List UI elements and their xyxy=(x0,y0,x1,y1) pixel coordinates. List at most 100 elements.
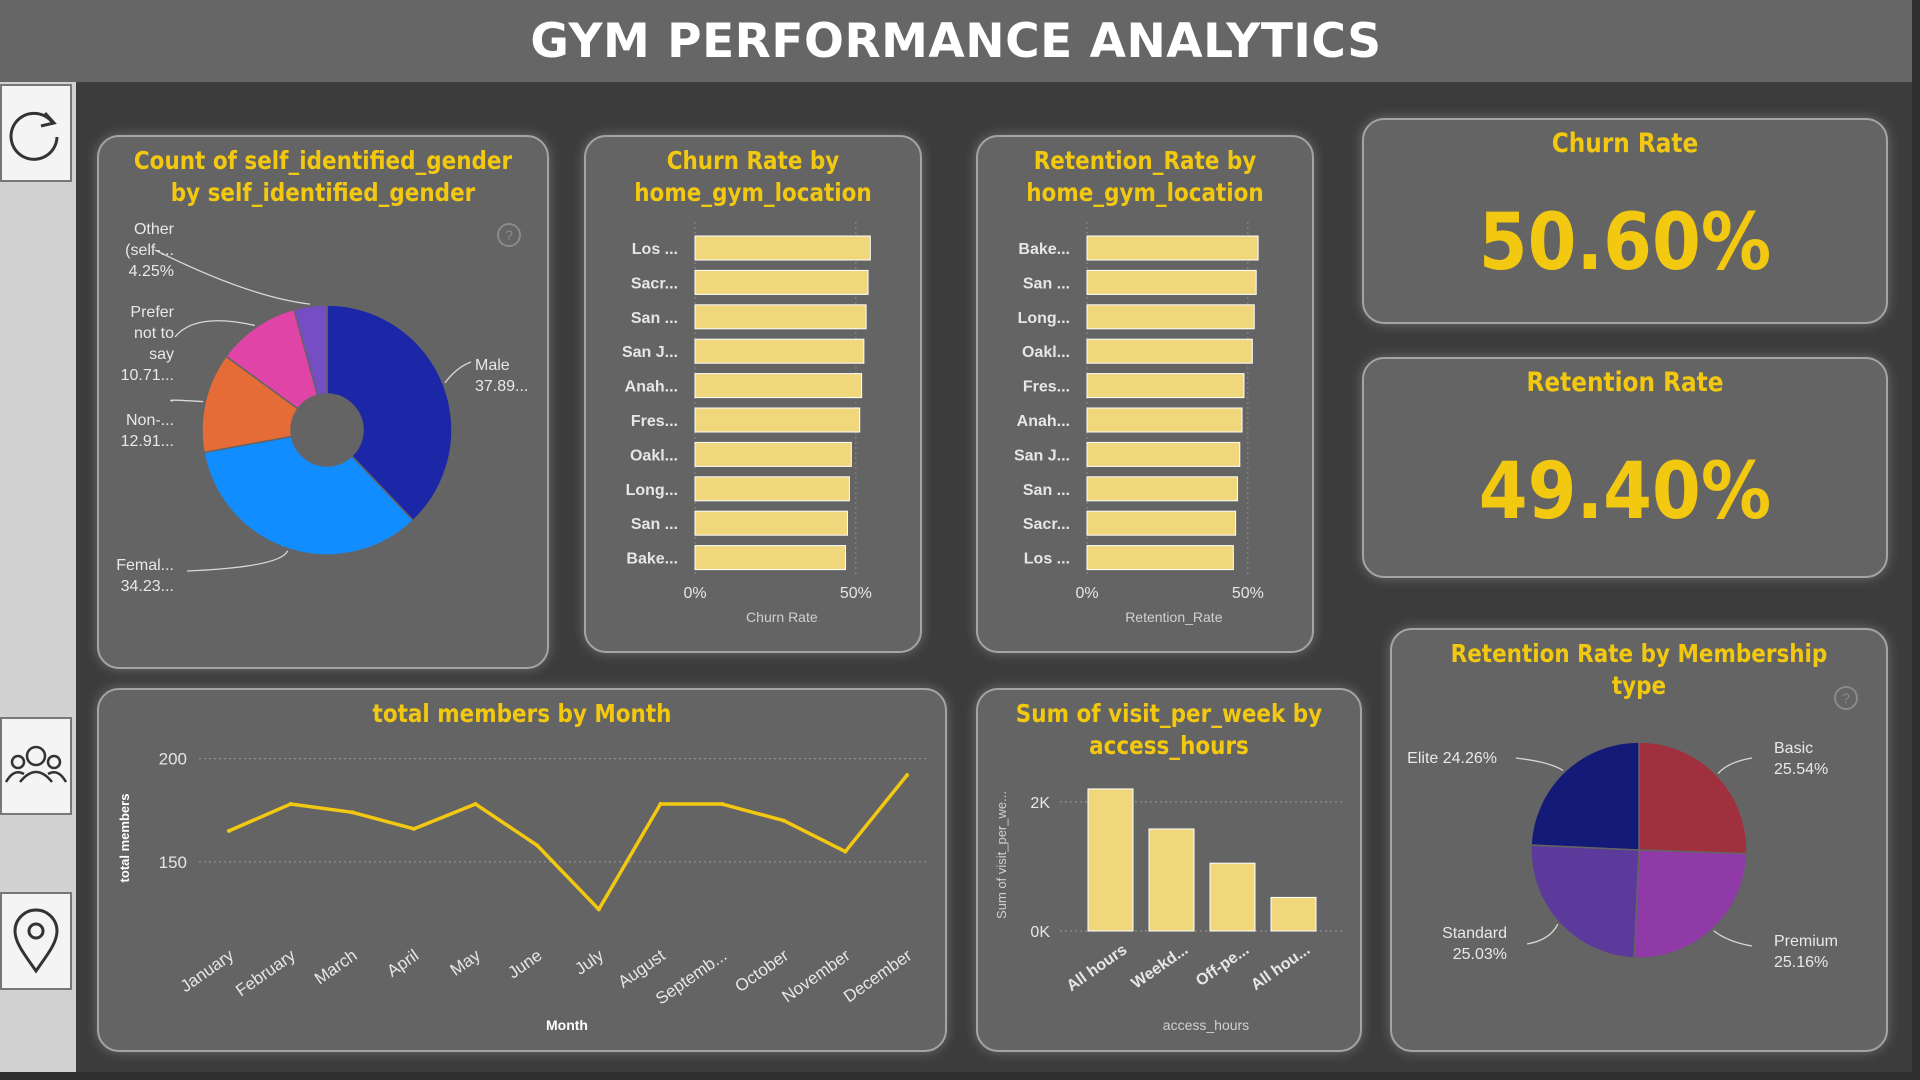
pie-slice[interactable] xyxy=(225,308,319,410)
slice-label: (self-... xyxy=(125,242,174,259)
location-button[interactable] xyxy=(0,892,72,990)
membership-pie-chart: Basic 25.54% Premium 25.16% Standard 25.03% El… xyxy=(1407,740,1838,971)
axis-title: Churn Rate xyxy=(746,609,818,625)
churn-rate-kpi-card[interactable]: Churn Rate 50.60% xyxy=(1362,118,1888,324)
people-button[interactable] xyxy=(0,717,72,815)
help-icon[interactable]: ? xyxy=(497,223,521,247)
churn-rate-kpi-value: 50.60% xyxy=(1478,198,1772,288)
bar[interactable] xyxy=(694,510,848,536)
pie-slice[interactable] xyxy=(1530,844,1640,959)
x-tick-label: All hou... xyxy=(1248,941,1313,994)
bar[interactable] xyxy=(1086,338,1253,364)
retention-location-card[interactable]: Retention_Rate by home_gym_location Bake… xyxy=(976,135,1314,653)
churn-location-card[interactable]: Churn Rate by home_gym_location Los ... S… xyxy=(584,135,922,653)
bar[interactable] xyxy=(1086,476,1239,502)
bar[interactable] xyxy=(694,441,852,467)
visits-by-access-card[interactable]: Sum of visit_per_week by access_hours 0K… xyxy=(976,688,1362,1052)
bar[interactable] xyxy=(1086,510,1237,536)
churn-title-line-2: home_gym_location xyxy=(634,178,872,207)
refresh-button[interactable] xyxy=(0,84,72,182)
slice-label: 25.54% xyxy=(1774,761,1828,778)
line-point[interactable] xyxy=(781,818,786,823)
visits-title-line-1: Sum of visit_per_week by xyxy=(1015,699,1323,728)
bar[interactable] xyxy=(1086,373,1245,399)
line-point[interactable] xyxy=(227,828,231,833)
category-label: Long... xyxy=(626,482,678,499)
help-icon[interactable]: ? xyxy=(1834,686,1858,710)
retention-location-title: Retention_Rate by home_gym_location xyxy=(1001,145,1288,209)
y-axis-title: Sum of visit_per_we... xyxy=(994,791,1009,919)
bar[interactable] xyxy=(1086,407,1243,433)
slice-label: 10.71... xyxy=(121,367,174,384)
bar[interactable] xyxy=(1086,545,1234,571)
category-label: San ... xyxy=(1023,482,1070,499)
membership-card[interactable]: Retention Rate by Membership type ? Basi… xyxy=(1390,628,1888,1052)
slice-label: 4.25% xyxy=(129,263,174,280)
column[interactable] xyxy=(1148,828,1195,932)
column[interactable] xyxy=(1270,896,1317,932)
column[interactable] xyxy=(1087,788,1134,932)
bar[interactable] xyxy=(694,476,850,502)
bar[interactable] xyxy=(694,269,869,295)
bar[interactable] xyxy=(694,545,847,571)
slice-label: 12.91... xyxy=(121,433,174,450)
bar[interactable] xyxy=(1086,269,1257,295)
pie-slice[interactable] xyxy=(1530,741,1640,851)
line-point[interactable] xyxy=(658,802,663,807)
category-label: Anah... xyxy=(625,379,678,396)
membership-title: Retention Rate by Membership type xyxy=(1450,639,1828,700)
pie-slice[interactable] xyxy=(1638,741,1748,855)
retention-title-line-2: home_gym_location xyxy=(1026,178,1264,207)
churn-rate-kpi-label: Churn Rate xyxy=(1551,128,1699,159)
category-label: San J... xyxy=(622,344,678,361)
retention-rate-kpi-label: Retention Rate xyxy=(1526,367,1724,398)
retention-rate-kpi-card[interactable]: Retention Rate 49.40% xyxy=(1362,357,1888,578)
line-point[interactable] xyxy=(596,907,601,912)
pie-slice[interactable] xyxy=(326,304,453,522)
bar[interactable] xyxy=(1086,304,1255,330)
line-point[interactable] xyxy=(720,802,725,807)
x-tick-label: April xyxy=(383,946,422,981)
pie-slice[interactable] xyxy=(1633,849,1748,959)
slice-label: 25.03% xyxy=(1453,946,1507,963)
bar[interactable] xyxy=(1086,441,1241,467)
series-line[interactable] xyxy=(228,774,909,912)
people-icon xyxy=(4,745,68,783)
slice-label: Non-... xyxy=(126,412,174,429)
bar[interactable] xyxy=(694,304,867,330)
column[interactable] xyxy=(1209,862,1256,932)
category-label: Fres... xyxy=(1023,379,1070,396)
category-label: San ... xyxy=(1023,275,1070,292)
bar[interactable] xyxy=(694,338,865,364)
y-tick-label: 200 xyxy=(159,750,187,769)
leader-line xyxy=(174,320,256,338)
line-point[interactable] xyxy=(288,802,293,807)
category-label: Los ... xyxy=(632,241,678,258)
visits-by-access-title: Sum of visit_per_week by access_hours xyxy=(1005,698,1334,762)
category-label: San J... xyxy=(1014,447,1070,464)
line-point[interactable] xyxy=(473,802,478,807)
members-by-month-card[interactable]: total members by Month 150 200 January Febr… xyxy=(97,688,947,1052)
pie-slice[interactable] xyxy=(203,435,415,556)
slice-label: 34.23... xyxy=(121,578,174,595)
churn-location-title: Churn Rate by home_gym_location xyxy=(609,145,896,209)
bar[interactable] xyxy=(694,407,861,433)
right-edge xyxy=(1912,0,1920,1080)
slice-label: say xyxy=(149,346,174,363)
pie-slice[interactable] xyxy=(201,355,299,454)
line-point[interactable] xyxy=(350,810,355,815)
bar[interactable] xyxy=(694,235,871,261)
bar[interactable] xyxy=(1086,235,1259,261)
line-point[interactable] xyxy=(843,849,848,854)
retention-rate-kpi-value: 49.40% xyxy=(1478,447,1772,537)
leader-line xyxy=(170,399,204,403)
gender-card[interactable]: Count of self_identified_gender by self_… xyxy=(97,135,549,669)
line-point[interactable] xyxy=(411,826,416,831)
x-axis-title: access_hours xyxy=(1163,1017,1249,1033)
leader-line xyxy=(444,361,472,384)
pie-slice[interactable] xyxy=(293,304,328,397)
slice-label: 25.16% xyxy=(1774,954,1828,971)
bar[interactable] xyxy=(694,373,863,399)
line-point[interactable] xyxy=(905,773,909,778)
line-point[interactable] xyxy=(535,843,540,848)
